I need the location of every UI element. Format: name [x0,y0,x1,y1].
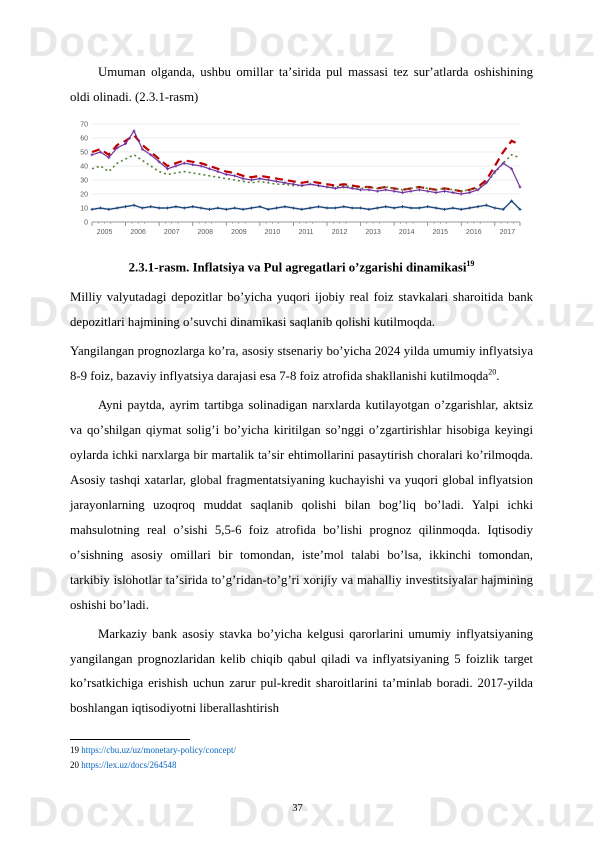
inflation-chart: 0 10 20 30 40 50 60 70 2005 2006 2007 2008 2009 2010 2… [70,120,525,240]
svg-text:2009: 2009 [231,229,247,236]
svg-text:2014: 2014 [399,229,415,236]
paragraph-2: Milliy valyutadagi depozitlar boʼyicha y… [70,285,533,335]
svg-text:20: 20 [80,191,88,198]
svg-text:2011: 2011 [298,229,313,236]
svg-text:2016: 2016 [466,229,482,236]
svg-text:50: 50 [80,149,88,156]
footnote-separator [70,739,190,740]
svg-text:2012: 2012 [332,229,348,236]
paragraph-1: Umuman olganda, ushbu omillar taʼsirida … [70,60,533,110]
chart-caption: 2.3.1-rasm. Inflatsiya va Pul agregatlar… [70,259,533,275]
svg-text:60: 60 [80,135,88,142]
svg-text:2005: 2005 [97,229,113,236]
svg-text:70: 70 [80,121,88,128]
svg-text:2015: 2015 [432,229,448,236]
page-content: Umuman olganda, ushbu omillar taʼsirida … [0,0,595,804]
svg-text:2008: 2008 [198,229,214,236]
footnote-20: 20 https://lex.uz/docs/264548 [70,759,533,772]
svg-text:30: 30 [80,177,88,184]
svg-text:0: 0 [84,219,88,226]
paragraph-4: Ayni paytda, ayrim tartibga solinadigan … [70,393,533,618]
svg-text:2006: 2006 [130,229,146,236]
footnote-19-num: 19 [70,745,79,755]
footnote-20-link[interactable]: https://lex.uz/docs/264548 [79,760,177,770]
paragraph-5: Markaziy bank asosiy stavka boʼyicha kel… [70,622,533,722]
svg-text:10: 10 [80,205,88,212]
svg-text:2017: 2017 [500,229,516,236]
paragraph-3: Yangilangan prognozlarga koʼra, asosiy s… [70,339,533,389]
svg-text:2010: 2010 [265,229,281,236]
svg-text:2007: 2007 [164,229,180,236]
footnote-19: 19 https://cbu.uz/uz/monetary-policy/con… [70,744,533,757]
svg-text:40: 40 [80,163,88,170]
caption-footnote-ref: 19 [466,259,474,268]
svg-text:2013: 2013 [365,229,381,236]
footnote-20-num: 20 [70,760,79,770]
footnote-19-link[interactable]: https://cbu.uz/uz/monetary-policy/concep… [79,745,236,755]
paragraph-3-period: . [496,369,499,383]
paragraph-3-text: Yangilangan prognozlarga koʼra, asosiy s… [70,344,533,383]
page-number: 37 [0,803,595,814]
caption-text: 2.3.1-rasm. Inflatsiya va Pul agregatlar… [129,260,467,274]
